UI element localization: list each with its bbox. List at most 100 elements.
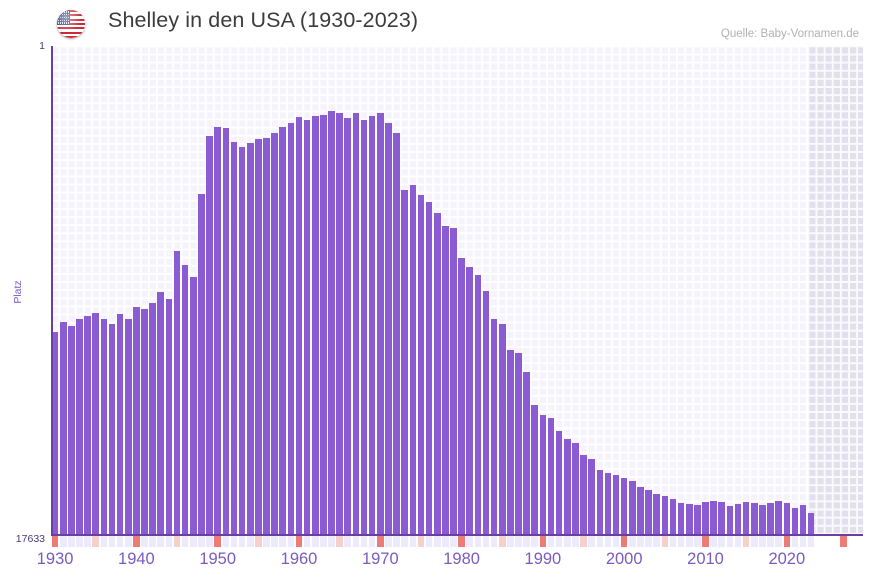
- bar: [726, 506, 734, 535]
- bar: [572, 443, 579, 535]
- x-tick: [377, 536, 384, 547]
- x-axis-tick-label: 1970: [361, 550, 399, 568]
- bar: [173, 251, 181, 535]
- x-tick: [368, 536, 376, 547]
- bar: [694, 505, 701, 535]
- x-tick: [100, 536, 108, 547]
- x-tick: [320, 536, 327, 547]
- x-tick: [328, 536, 335, 547]
- y-axis-bottom-label: 17633: [15, 533, 45, 545]
- x-tick: [653, 536, 660, 547]
- x-tick-end: [840, 536, 847, 547]
- bar: [799, 505, 807, 535]
- x-tick: [393, 536, 400, 547]
- us-flag-icon: [57, 10, 85, 38]
- bar: [181, 265, 189, 535]
- flag-gloss: [57, 10, 85, 38]
- x-axis-line: [51, 534, 863, 536]
- bar: [303, 120, 311, 535]
- y-axis-line: [51, 46, 53, 535]
- x-tick: [718, 536, 726, 547]
- x-tick: [612, 536, 620, 547]
- x-tick: [417, 536, 425, 547]
- bar: [263, 138, 270, 535]
- x-tick: [141, 536, 148, 547]
- bar: [450, 228, 457, 535]
- bar: [750, 503, 758, 535]
- x-axis-tick-label: 1940: [118, 550, 155, 568]
- bar: [531, 405, 539, 535]
- bar: [401, 190, 408, 535]
- no-data-region: [808, 46, 863, 535]
- x-tick: [645, 536, 652, 547]
- x-tick: [59, 536, 67, 547]
- bar: [149, 303, 156, 535]
- bar: [759, 505, 766, 535]
- bar: [352, 113, 360, 535]
- x-axis-tick-label: 1980: [443, 550, 480, 568]
- bar: [222, 128, 230, 535]
- x-tick: [547, 536, 555, 547]
- x-tick: [425, 536, 433, 547]
- bar: [255, 139, 262, 535]
- bar: [767, 503, 774, 535]
- bar: [393, 133, 400, 535]
- bar: [157, 292, 165, 535]
- x-tick: [726, 536, 734, 547]
- bar: [677, 503, 685, 535]
- x-tick: [588, 536, 595, 547]
- x-axis-tick-label: 1990: [524, 550, 562, 568]
- bar: [547, 418, 555, 535]
- bar: [336, 113, 343, 535]
- x-tick: [263, 536, 270, 547]
- x-tick: [742, 536, 750, 547]
- bar: [580, 455, 587, 535]
- bar: [198, 194, 205, 535]
- bar: [141, 309, 148, 535]
- x-tick: [442, 536, 449, 547]
- x-tick: [206, 536, 213, 547]
- x-tick: [677, 536, 685, 547]
- x-tick: [84, 536, 91, 547]
- x-tick: [539, 536, 547, 547]
- bar: [206, 136, 213, 535]
- bar: [76, 319, 83, 535]
- x-tick: [190, 536, 197, 547]
- x-tick: [76, 536, 83, 547]
- bar: [482, 291, 490, 535]
- x-tick: [620, 536, 628, 547]
- x-tick: [149, 536, 156, 547]
- x-tick: [352, 536, 360, 547]
- x-tick: [799, 536, 807, 547]
- bar: [279, 127, 287, 535]
- x-tick: [303, 536, 311, 547]
- x-tick: [222, 536, 230, 547]
- x-tick: [637, 536, 644, 547]
- x-tick: [734, 536, 742, 547]
- bar: [360, 120, 368, 535]
- bar: [287, 123, 295, 535]
- bar: [661, 496, 669, 535]
- bar: [238, 147, 246, 535]
- x-tick: [458, 536, 465, 547]
- x-tick: [238, 536, 246, 547]
- x-axis-ticks: [51, 536, 863, 548]
- x-tick: [580, 536, 587, 547]
- bar: [555, 431, 563, 535]
- x-axis-tick-label: 1960: [280, 550, 318, 568]
- x-tick: [165, 536, 173, 547]
- bar: [620, 478, 628, 535]
- bar: [588, 459, 595, 535]
- x-tick: [563, 536, 571, 547]
- x-tick: [246, 536, 254, 547]
- x-tick: [694, 536, 701, 547]
- x-tick: [685, 536, 693, 547]
- bar: [409, 185, 417, 535]
- x-axis-tick-label: 2010: [687, 550, 724, 568]
- x-tick: [498, 536, 506, 547]
- y-axis-top-label: 1: [39, 40, 45, 52]
- x-tick: [515, 536, 522, 547]
- x-tick: [474, 536, 482, 547]
- bar: [214, 127, 221, 535]
